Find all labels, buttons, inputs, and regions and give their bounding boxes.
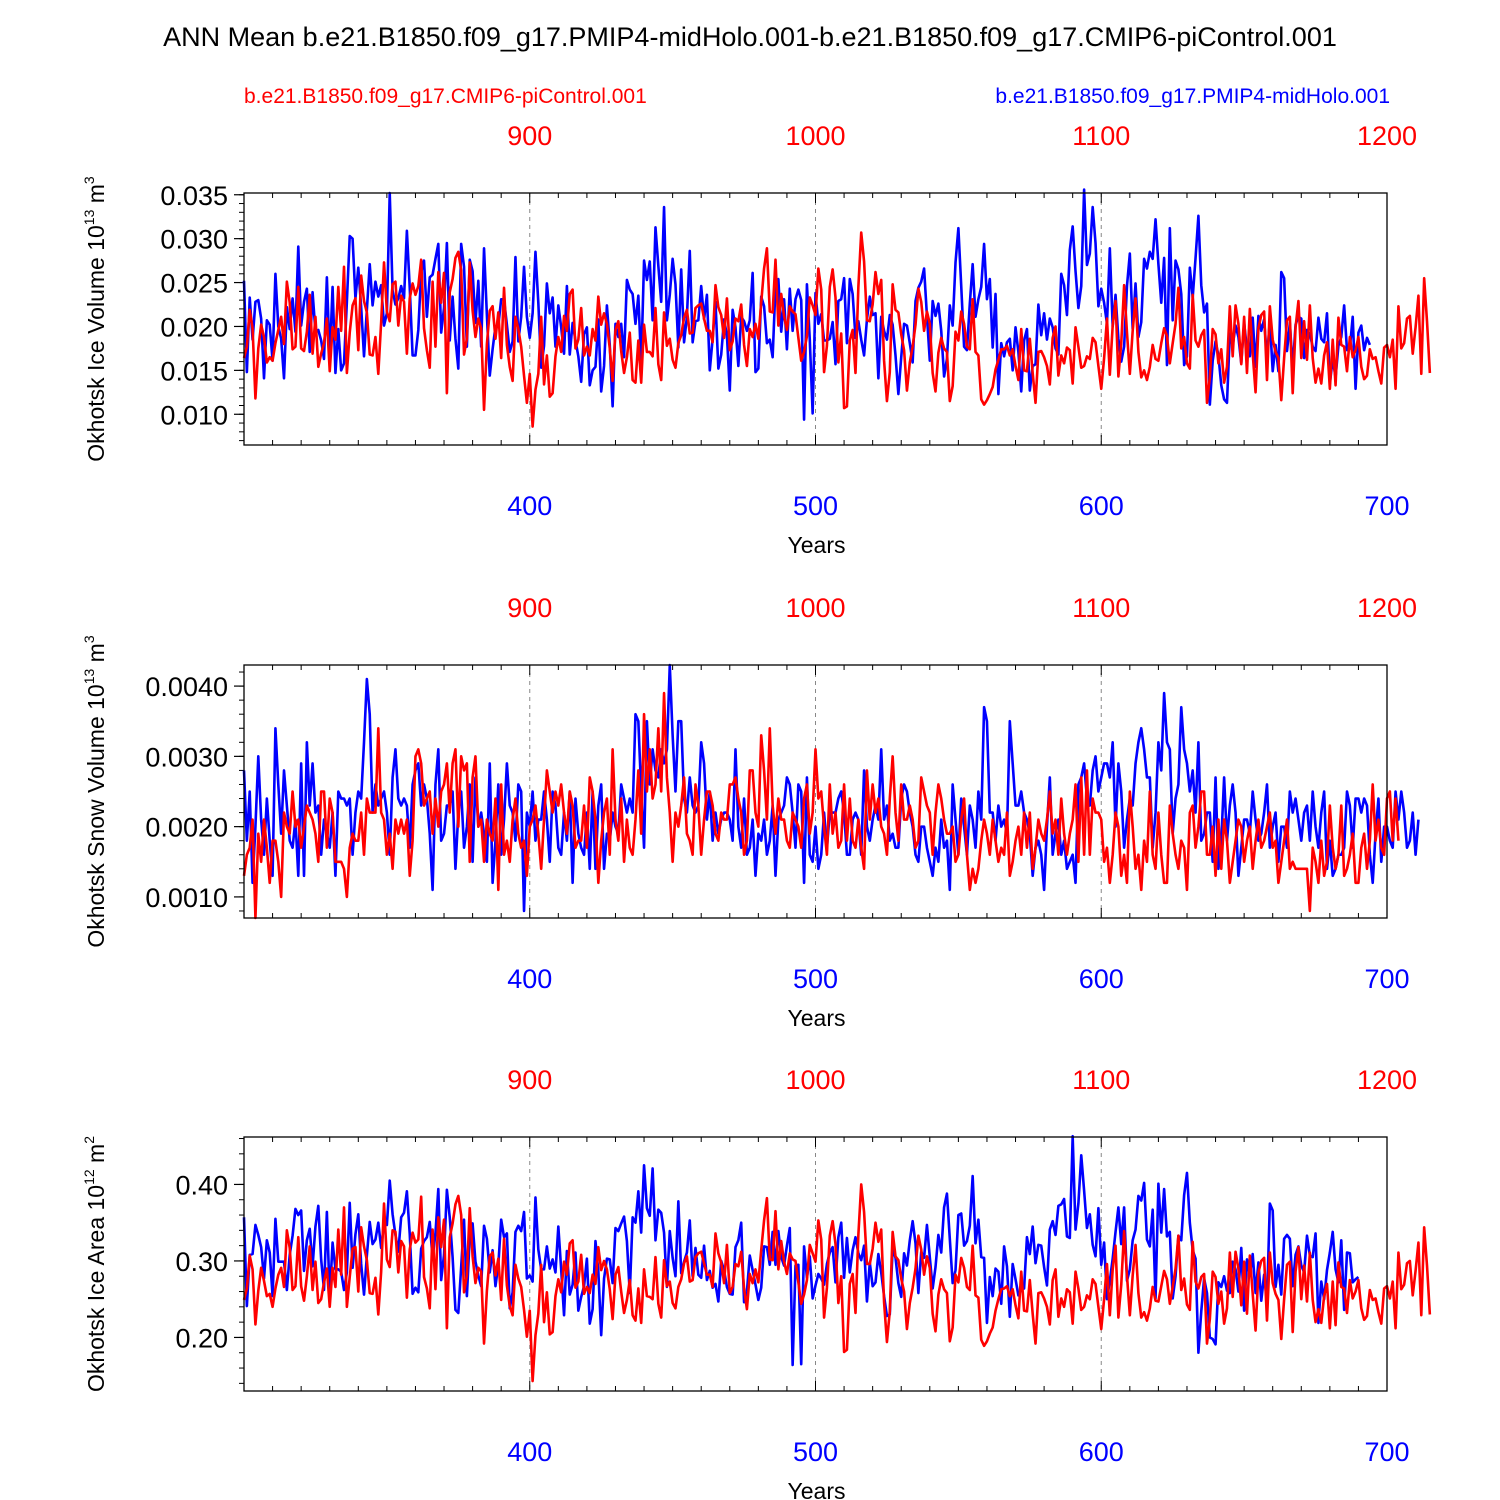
x-tick-label-top: 900 bbox=[507, 1065, 552, 1095]
plot-frame bbox=[243, 192, 1388, 446]
x-tick-label-top: 1000 bbox=[785, 593, 845, 623]
x-tick-label-bottom: 600 bbox=[1079, 491, 1124, 521]
y-tick-label: 0.030 bbox=[160, 225, 228, 255]
y-axis-label-text: Okhotsk Ice Area 10 bbox=[83, 1185, 109, 1392]
y-tick-label: 0.035 bbox=[160, 181, 228, 211]
y-tick-label: 0.20 bbox=[175, 1323, 228, 1353]
series-line-picontrol bbox=[242, 691, 1400, 920]
y-tick-label: 0.30 bbox=[175, 1247, 228, 1277]
y-tick-label: 0.015 bbox=[160, 356, 228, 386]
y-axis-label-exp: 12 bbox=[81, 1169, 97, 1185]
y-axis-label-unit: m bbox=[83, 643, 109, 669]
x-tick-label-bottom: 400 bbox=[507, 491, 552, 521]
chart-title: ANN Mean b.e21.B1850.f09_g17.PMIP4-midHo… bbox=[163, 22, 1337, 52]
y-axis-label-unit: m bbox=[83, 1144, 109, 1170]
series-line-picontrol bbox=[242, 1183, 1432, 1383]
x-tick-label-bottom: 700 bbox=[1364, 1437, 1409, 1467]
x-axis-label: Years bbox=[788, 532, 846, 558]
y-tick-label: 0.0030 bbox=[145, 742, 228, 772]
x-tick-label-top: 1200 bbox=[1357, 121, 1417, 151]
x-tick-label-top: 1000 bbox=[785, 1065, 845, 1095]
x-tick-label-bottom: 700 bbox=[1364, 491, 1409, 521]
x-tick-label-top: 900 bbox=[507, 121, 552, 151]
y-axis-label-exp: 13 bbox=[81, 668, 97, 684]
y-tick-label: 0.025 bbox=[160, 269, 228, 299]
y-axis-label-unit-exp: 3 bbox=[81, 176, 97, 184]
y-axis-label: Okhotsk Ice Volume 1013 m3 bbox=[81, 176, 109, 462]
series-line-midholo bbox=[242, 188, 1372, 421]
panel-ice-volume: 0.010 0.015 0.020 0.025 0.030 0.035 400 500 600 7… bbox=[81, 121, 1432, 558]
y-axis-label-text: Okhotsk Snow Volume 10 bbox=[83, 684, 109, 947]
series-line-picontrol bbox=[242, 231, 1432, 428]
y-axis-label-unit-exp: 2 bbox=[81, 1136, 97, 1144]
x-tick-label-top: 1100 bbox=[1072, 593, 1130, 623]
y-tick-label: 0.010 bbox=[160, 400, 228, 430]
x-tick-label-bottom: 500 bbox=[793, 491, 838, 521]
x-tick-label-bottom: 400 bbox=[507, 1437, 552, 1467]
y-axis-label-text: Okhotsk Ice Volume 10 bbox=[83, 225, 109, 462]
y-tick-label: 0.40 bbox=[175, 1170, 228, 1200]
chart-panels: 0.010 0.015 0.020 0.025 0.030 0.035 400 500 600 7… bbox=[81, 121, 1432, 1500]
plot-frame bbox=[243, 1136, 1388, 1392]
series-line-midholo bbox=[242, 1134, 1360, 1367]
y-tick-label: 0.0010 bbox=[145, 883, 228, 913]
panel-ice-area: 0.20 0.30 0.40 400 500 600 700 900 1000 1100 1200 Y… bbox=[81, 1065, 1432, 1500]
x-tick-label-bottom: 500 bbox=[793, 1437, 838, 1467]
legend-label-midholo: b.e21.B1850.f09_g17.PMIP4-midHolo.001 bbox=[995, 85, 1390, 108]
x-tick-label-top: 1200 bbox=[1357, 593, 1417, 623]
x-tick-label-top: 1200 bbox=[1357, 1065, 1417, 1095]
x-axis-label: Years bbox=[788, 1005, 846, 1031]
x-tick-label-bottom: 700 bbox=[1364, 964, 1409, 994]
x-tick-label-bottom: 600 bbox=[1079, 1437, 1124, 1467]
legend-label-picontrol: b.e21.B1850.f09_g17.CMIP6-piControl.001 bbox=[244, 85, 647, 108]
x-tick-label-top: 1100 bbox=[1072, 121, 1130, 151]
x-tick-label-top: 1100 bbox=[1072, 1065, 1130, 1095]
x-tick-label-top: 900 bbox=[507, 593, 552, 623]
y-tick-label: 0.0020 bbox=[145, 813, 228, 843]
y-tick-label: 0.020 bbox=[160, 312, 228, 342]
x-tick-label-bottom: 400 bbox=[507, 964, 552, 994]
x-tick-label-bottom: 500 bbox=[793, 964, 838, 994]
panel-snow-volume: 0.0010 0.0020 0.0030 0.0040 400 500 600 700 900 1… bbox=[81, 593, 1420, 1031]
y-axis-label: Okhotsk Ice Area 1012 m2 bbox=[81, 1136, 109, 1392]
y-axis-label-exp: 13 bbox=[81, 209, 97, 225]
y-axis-label-unit-exp: 3 bbox=[81, 635, 97, 643]
x-tick-label-top: 1000 bbox=[785, 121, 845, 151]
y-axis-label: Okhotsk Snow Volume 1013 m3 bbox=[81, 635, 109, 948]
y-axis-label-unit: m bbox=[83, 184, 109, 210]
plot-frame bbox=[243, 664, 1388, 919]
x-axis-label: Years bbox=[788, 1478, 846, 1500]
x-tick-label-bottom: 600 bbox=[1079, 964, 1124, 994]
y-tick-label: 0.0040 bbox=[145, 672, 228, 702]
